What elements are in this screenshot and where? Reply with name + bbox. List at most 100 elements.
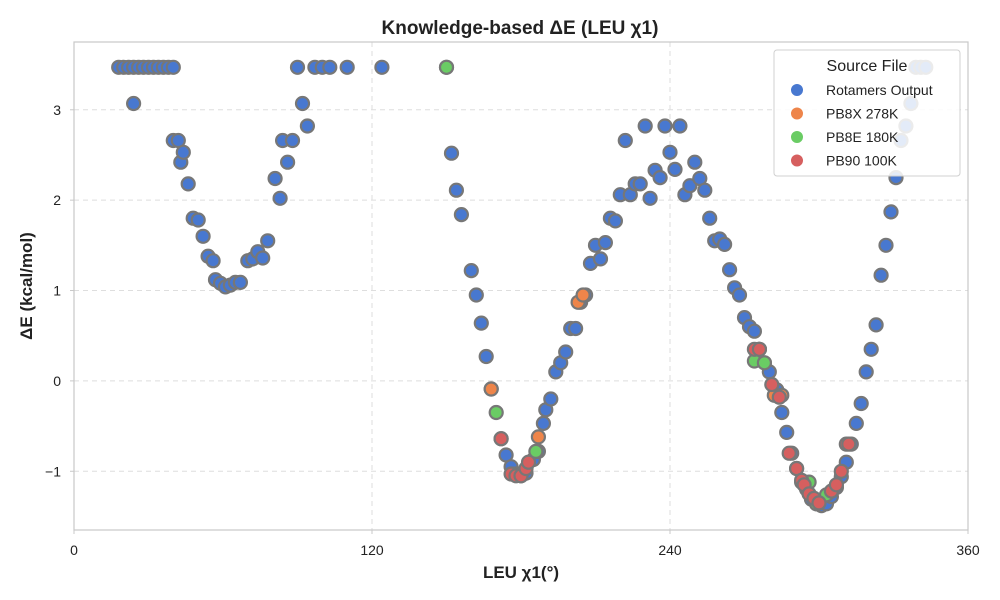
data-point bbox=[781, 445, 797, 461]
x-axis-label: LEU χ1(°) bbox=[483, 563, 559, 582]
data-point bbox=[448, 182, 464, 198]
data-point bbox=[267, 170, 283, 187]
legend-marker bbox=[790, 153, 804, 168]
data-point bbox=[764, 376, 780, 393]
data-point bbox=[731, 287, 748, 303]
data-point bbox=[771, 389, 787, 405]
data-point bbox=[473, 315, 489, 331]
data-point bbox=[520, 454, 537, 470]
data-point bbox=[558, 344, 574, 360]
chart-title: Knowledge-based ΔE (LEU χ1) bbox=[382, 18, 659, 39]
data-point bbox=[339, 59, 355, 75]
data-point bbox=[774, 404, 790, 421]
legend-entry: PB8X 278K bbox=[790, 106, 899, 122]
data-point bbox=[260, 233, 276, 249]
data-point bbox=[637, 118, 653, 134]
data-point bbox=[453, 207, 469, 223]
x-tick-label: 0 bbox=[70, 542, 78, 558]
data-point bbox=[493, 431, 509, 447]
data-point bbox=[443, 145, 460, 161]
data-point bbox=[567, 320, 584, 337]
legend-label: Rotamers Output bbox=[826, 82, 933, 98]
data-point bbox=[205, 253, 221, 269]
y-tick-label: −1 bbox=[45, 463, 61, 479]
data-point bbox=[682, 178, 698, 194]
data-point bbox=[280, 154, 296, 170]
data-point bbox=[617, 132, 633, 149]
data-point bbox=[165, 59, 181, 75]
data-point bbox=[575, 287, 591, 303]
data-point bbox=[483, 381, 499, 397]
data-point bbox=[438, 59, 455, 75]
data-point bbox=[746, 323, 763, 339]
data-point bbox=[756, 355, 773, 371]
data-point bbox=[374, 59, 390, 75]
data-point bbox=[642, 190, 658, 206]
data-point bbox=[848, 415, 864, 431]
data-point bbox=[878, 237, 894, 253]
data-point bbox=[657, 118, 673, 134]
data-point bbox=[299, 118, 315, 134]
data-point bbox=[175, 144, 191, 160]
legend-label: PB90 100K bbox=[826, 153, 897, 169]
data-point bbox=[468, 287, 484, 303]
x-axis-ticks: 0 120 240 360 bbox=[70, 530, 980, 558]
y-axis-ticks: −1 0 1 2 3 bbox=[45, 102, 74, 479]
legend-marker bbox=[790, 83, 804, 97]
data-point bbox=[873, 267, 889, 283]
data-point bbox=[697, 182, 713, 198]
data-point bbox=[322, 59, 338, 75]
data-point bbox=[662, 144, 678, 160]
data-point bbox=[478, 348, 494, 365]
data-point bbox=[779, 424, 795, 440]
data-point bbox=[702, 210, 718, 226]
x-tick-label: 240 bbox=[658, 542, 682, 558]
legend-entry: PB8E 180K bbox=[790, 129, 899, 145]
data-point bbox=[811, 495, 827, 511]
legend-box bbox=[773, 49, 961, 177]
data-point bbox=[232, 274, 248, 290]
data-point bbox=[607, 213, 624, 229]
data-point bbox=[255, 250, 271, 266]
data-point bbox=[289, 59, 306, 75]
data-point bbox=[667, 161, 683, 177]
data-point bbox=[180, 176, 196, 192]
data-point bbox=[828, 477, 845, 493]
y-tick-label: 1 bbox=[53, 283, 61, 299]
data-point bbox=[652, 170, 668, 186]
data-point bbox=[863, 341, 879, 357]
data-point bbox=[463, 263, 479, 279]
data-point bbox=[528, 443, 544, 459]
data-point bbox=[687, 154, 703, 170]
y-axis-label: ΔE (kcal/mol) bbox=[17, 232, 36, 340]
y-tick-label: 3 bbox=[53, 102, 61, 118]
data-point bbox=[883, 204, 899, 220]
data-point bbox=[858, 364, 874, 380]
data-point bbox=[751, 341, 768, 357]
legend-entries: Rotamers Output PB8X 278K PB8E 180K PB90 10… bbox=[790, 82, 933, 169]
data-point bbox=[535, 415, 552, 431]
data-point bbox=[126, 95, 142, 112]
data-point bbox=[672, 118, 688, 134]
data-point bbox=[284, 132, 301, 149]
y-tick-label: 0 bbox=[53, 373, 61, 389]
data-point bbox=[632, 176, 648, 192]
legend-title: Source File bbox=[827, 58, 908, 75]
legend-marker bbox=[790, 130, 804, 144]
data-point bbox=[868, 317, 884, 333]
data-point bbox=[190, 212, 206, 228]
data-point bbox=[833, 463, 849, 479]
legend-label: PB8X 278K bbox=[826, 106, 899, 122]
data-point bbox=[195, 228, 211, 244]
data-point bbox=[543, 391, 559, 407]
x-tick-label: 360 bbox=[956, 542, 980, 558]
data-point bbox=[841, 436, 857, 452]
y-tick-label: 2 bbox=[53, 192, 61, 208]
series-3-points bbox=[493, 341, 857, 511]
legend-label: PB8E 180K bbox=[826, 129, 899, 145]
data-point bbox=[716, 236, 733, 252]
data-point bbox=[488, 404, 504, 421]
data-point bbox=[592, 251, 609, 267]
legend-entry: PB90 100K bbox=[790, 153, 897, 169]
